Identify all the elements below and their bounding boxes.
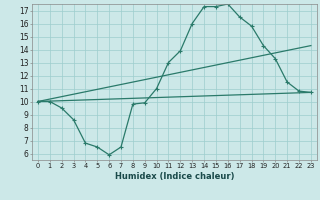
X-axis label: Humidex (Indice chaleur): Humidex (Indice chaleur) — [115, 172, 234, 181]
